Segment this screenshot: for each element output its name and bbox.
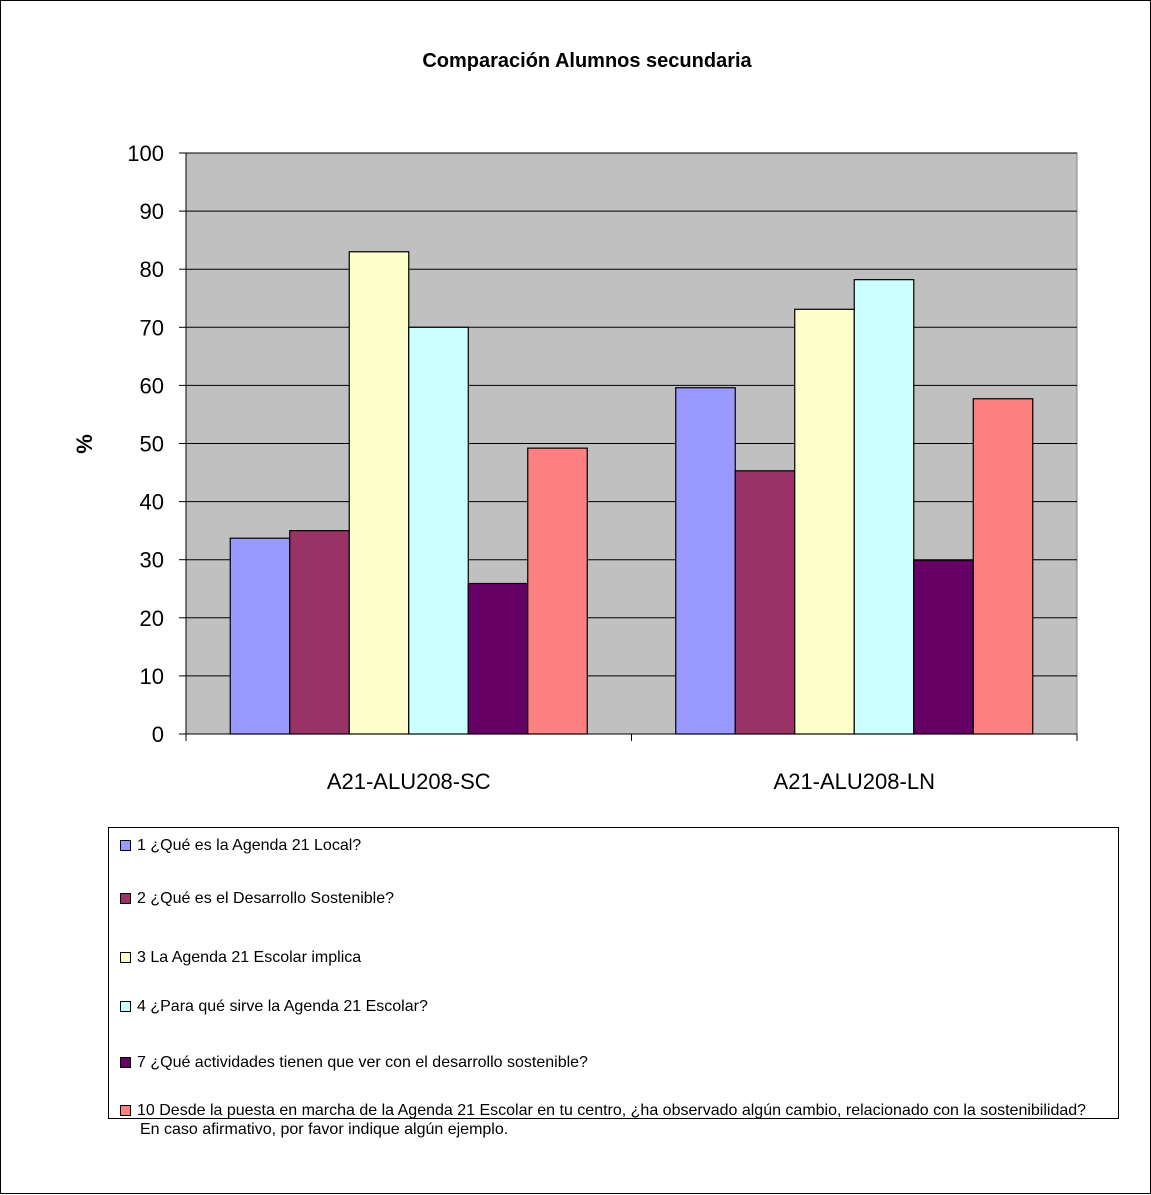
bars	[229, 251, 1034, 735]
legend-item: 7 ¿Qué actividades tienen que ver con el…	[120, 1053, 1110, 1072]
bar	[348, 251, 410, 735]
y-tick-label: 60	[140, 373, 164, 398]
chart-legend: 1 ¿Qué es la Agenda 21 Local? 2 ¿Qué es e…	[108, 827, 1119, 1138]
legend-swatch	[120, 1057, 131, 1068]
x-tick-label: A21-ALU208-SC	[327, 769, 491, 794]
gridlines	[186, 152, 1077, 677]
y-tick-label: 70	[140, 315, 164, 340]
y-tick-labels: 0 10 20 30 40 50 60 70 80 90 100	[127, 141, 164, 747]
y-tick-label: 10	[140, 664, 164, 689]
legend-swatch	[120, 1001, 131, 1012]
legend-item: 3 La Agenda 21 Escolar implica	[120, 948, 1110, 967]
axes	[179, 152, 1078, 741]
y-tick-label: 30	[140, 548, 164, 573]
legend-label: 3 La Agenda 21 Escolar implica	[137, 949, 362, 966]
y-axis-label: %	[72, 434, 97, 454]
bar	[972, 398, 1034, 735]
bar	[408, 326, 469, 735]
y-tick-label: 90	[140, 199, 164, 224]
bar	[794, 308, 855, 735]
bar	[527, 447, 588, 735]
legend-swatch	[120, 840, 131, 851]
x-tick-label: A21-ALU208-LN	[774, 769, 935, 794]
legend-label: 2 ¿Qué es el Desarrollo Sostenible?	[137, 890, 395, 907]
y-tick-label: 80	[140, 257, 164, 282]
y-tick-label: 0	[152, 722, 164, 747]
bar	[734, 470, 796, 735]
legend-swatch	[120, 1105, 131, 1116]
legend-item: 1 ¿Qué es la Agenda 21 Local?	[120, 836, 1110, 855]
bar	[913, 559, 974, 735]
bar	[229, 537, 291, 735]
chart-title: Comparación Alumnos secundaria	[422, 50, 752, 72]
y-tick-label: 40	[140, 490, 164, 515]
legend-swatch	[120, 893, 131, 904]
bar	[675, 387, 736, 735]
legend-item: 4 ¿Para qué sirve la Agenda 21 Escolar?	[120, 997, 1110, 1016]
y-tick-label: 20	[140, 606, 164, 631]
x-tick-labels: A21-ALU208-SC A21-ALU208-LN	[327, 769, 935, 794]
legend-label: 7 ¿Qué actividades tienen que ver con el…	[137, 1054, 588, 1071]
legend-label: 10 Desde la puesta en marcha de la Agend…	[137, 1102, 1087, 1138]
bar	[467, 582, 529, 735]
legend-item: 10 Desde la puesta en marcha de la Agend…	[120, 1101, 1110, 1139]
legend-item: 2 ¿Qué es el Desarrollo Sostenible?	[120, 889, 1110, 908]
y-tick-label: 100	[127, 141, 164, 166]
legend-swatch	[120, 952, 131, 963]
legend-label: 1 ¿Qué es la Agenda 21 Local?	[137, 837, 362, 854]
bar	[853, 279, 915, 735]
bar	[289, 530, 350, 735]
y-tick-label: 50	[140, 432, 164, 457]
legend-label: 4 ¿Para qué sirve la Agenda 21 Escolar?	[137, 998, 428, 1015]
